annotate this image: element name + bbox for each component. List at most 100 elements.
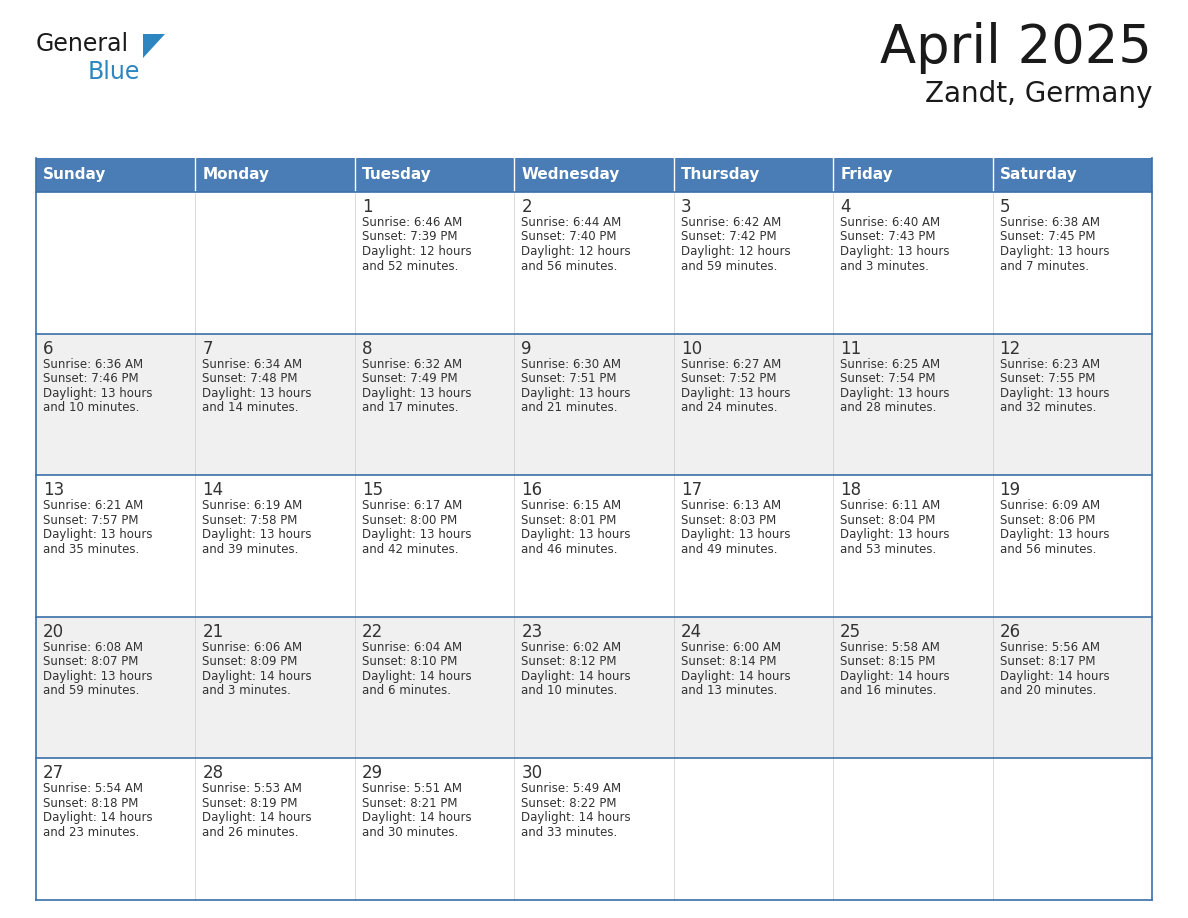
Text: Sunset: 7:57 PM: Sunset: 7:57 PM [43, 514, 139, 527]
Text: Sunrise: 5:54 AM: Sunrise: 5:54 AM [43, 782, 143, 795]
Text: Sunrise: 6:25 AM: Sunrise: 6:25 AM [840, 358, 940, 371]
Text: Thursday: Thursday [681, 167, 760, 183]
Text: Daylight: 13 hours: Daylight: 13 hours [522, 528, 631, 542]
Text: 18: 18 [840, 481, 861, 499]
Text: Sunrise: 5:56 AM: Sunrise: 5:56 AM [999, 641, 1100, 654]
Text: Sunrise: 6:02 AM: Sunrise: 6:02 AM [522, 641, 621, 654]
Text: Sunset: 8:17 PM: Sunset: 8:17 PM [999, 655, 1095, 668]
Text: and 53 minutes.: and 53 minutes. [840, 543, 936, 555]
Text: and 52 minutes.: and 52 minutes. [362, 260, 459, 273]
Text: and 3 minutes.: and 3 minutes. [840, 260, 929, 273]
Text: Friday: Friday [840, 167, 892, 183]
Text: 22: 22 [362, 622, 383, 641]
Text: Daylight: 13 hours: Daylight: 13 hours [681, 386, 790, 399]
Text: and 59 minutes.: and 59 minutes. [43, 684, 139, 698]
Text: Sunset: 7:40 PM: Sunset: 7:40 PM [522, 230, 617, 243]
Text: 4: 4 [840, 198, 851, 216]
Text: and 59 minutes.: and 59 minutes. [681, 260, 777, 273]
Text: Sunrise: 6:17 AM: Sunrise: 6:17 AM [362, 499, 462, 512]
Text: Sunrise: 5:51 AM: Sunrise: 5:51 AM [362, 782, 462, 795]
Bar [36, 192, 1152, 333]
Text: Tuesday: Tuesday [362, 167, 431, 183]
Text: Daylight: 13 hours: Daylight: 13 hours [43, 528, 152, 542]
Text: 27: 27 [43, 765, 64, 782]
Text: Sunrise: 6:00 AM: Sunrise: 6:00 AM [681, 641, 781, 654]
Text: Zandt, Germany: Zandt, Germany [924, 80, 1152, 108]
Text: Sunrise: 6:38 AM: Sunrise: 6:38 AM [999, 216, 1100, 229]
Text: and 21 minutes.: and 21 minutes. [522, 401, 618, 414]
Text: Sunrise: 6:27 AM: Sunrise: 6:27 AM [681, 358, 781, 371]
Text: Sunrise: 6:04 AM: Sunrise: 6:04 AM [362, 641, 462, 654]
Text: Daylight: 13 hours: Daylight: 13 hours [522, 386, 631, 399]
Text: Daylight: 13 hours: Daylight: 13 hours [999, 386, 1110, 399]
Text: and 30 minutes.: and 30 minutes. [362, 826, 459, 839]
Text: Sunset: 7:46 PM: Sunset: 7:46 PM [43, 372, 139, 385]
Text: 28: 28 [202, 765, 223, 782]
Text: and 28 minutes.: and 28 minutes. [840, 401, 936, 414]
Text: Daylight: 14 hours: Daylight: 14 hours [362, 670, 472, 683]
Text: Sunrise: 6:19 AM: Sunrise: 6:19 AM [202, 499, 303, 512]
Text: Sunrise: 6:23 AM: Sunrise: 6:23 AM [999, 358, 1100, 371]
Text: and 42 minutes.: and 42 minutes. [362, 543, 459, 555]
Text: 11: 11 [840, 340, 861, 358]
Text: Sunset: 8:07 PM: Sunset: 8:07 PM [43, 655, 138, 668]
Text: and 17 minutes.: and 17 minutes. [362, 401, 459, 414]
Text: 10: 10 [681, 340, 702, 358]
Text: Sunset: 8:09 PM: Sunset: 8:09 PM [202, 655, 298, 668]
Text: Daylight: 14 hours: Daylight: 14 hours [522, 812, 631, 824]
Text: Sunset: 7:52 PM: Sunset: 7:52 PM [681, 372, 776, 385]
Text: Sunrise: 6:32 AM: Sunrise: 6:32 AM [362, 358, 462, 371]
Text: Daylight: 14 hours: Daylight: 14 hours [202, 670, 312, 683]
Bar [674, 158, 833, 192]
Text: Daylight: 13 hours: Daylight: 13 hours [362, 386, 472, 399]
Text: Daylight: 13 hours: Daylight: 13 hours [362, 528, 472, 542]
Text: Daylight: 13 hours: Daylight: 13 hours [202, 386, 312, 399]
Text: Sunset: 7:51 PM: Sunset: 7:51 PM [522, 372, 617, 385]
Text: Daylight: 14 hours: Daylight: 14 hours [999, 670, 1110, 683]
Text: Daylight: 14 hours: Daylight: 14 hours [43, 812, 152, 824]
Text: Daylight: 12 hours: Daylight: 12 hours [681, 245, 790, 258]
Text: Sunrise: 6:15 AM: Sunrise: 6:15 AM [522, 499, 621, 512]
Text: Sunrise: 5:58 AM: Sunrise: 5:58 AM [840, 641, 940, 654]
Text: 7: 7 [202, 340, 213, 358]
Bar [36, 617, 1152, 758]
Text: Sunrise: 6:42 AM: Sunrise: 6:42 AM [681, 216, 781, 229]
Text: and 3 minutes.: and 3 minutes. [202, 684, 291, 698]
Text: 5: 5 [999, 198, 1010, 216]
Text: Daylight: 14 hours: Daylight: 14 hours [681, 670, 790, 683]
Text: and 16 minutes.: and 16 minutes. [840, 684, 936, 698]
Text: Daylight: 14 hours: Daylight: 14 hours [202, 812, 312, 824]
Text: 30: 30 [522, 765, 543, 782]
Text: Daylight: 13 hours: Daylight: 13 hours [840, 528, 949, 542]
Bar [355, 158, 514, 192]
Text: 29: 29 [362, 765, 383, 782]
Bar [514, 158, 674, 192]
Text: Sunset: 8:19 PM: Sunset: 8:19 PM [202, 797, 298, 810]
Bar [833, 158, 992, 192]
Text: Sunset: 7:42 PM: Sunset: 7:42 PM [681, 230, 776, 243]
Text: 3: 3 [681, 198, 691, 216]
Text: Sunrise: 6:11 AM: Sunrise: 6:11 AM [840, 499, 941, 512]
Text: Sunrise: 5:49 AM: Sunrise: 5:49 AM [522, 782, 621, 795]
Text: Sunset: 8:10 PM: Sunset: 8:10 PM [362, 655, 457, 668]
Text: Daylight: 13 hours: Daylight: 13 hours [43, 386, 152, 399]
Text: 15: 15 [362, 481, 383, 499]
Text: Daylight: 14 hours: Daylight: 14 hours [522, 670, 631, 683]
Text: and 49 minutes.: and 49 minutes. [681, 543, 777, 555]
Text: 9: 9 [522, 340, 532, 358]
Text: and 24 minutes.: and 24 minutes. [681, 401, 777, 414]
Text: and 6 minutes.: and 6 minutes. [362, 684, 451, 698]
Text: Sunrise: 6:08 AM: Sunrise: 6:08 AM [43, 641, 143, 654]
Text: and 35 minutes.: and 35 minutes. [43, 543, 139, 555]
Text: and 14 minutes.: and 14 minutes. [202, 401, 299, 414]
Text: Sunrise: 6:30 AM: Sunrise: 6:30 AM [522, 358, 621, 371]
Text: Monday: Monday [202, 167, 270, 183]
Text: Sunset: 7:49 PM: Sunset: 7:49 PM [362, 372, 457, 385]
Text: 13: 13 [43, 481, 64, 499]
Text: Sunrise: 5:53 AM: Sunrise: 5:53 AM [202, 782, 302, 795]
Text: and 56 minutes.: and 56 minutes. [522, 260, 618, 273]
Text: 24: 24 [681, 622, 702, 641]
Text: Daylight: 13 hours: Daylight: 13 hours [840, 386, 949, 399]
Text: 6: 6 [43, 340, 53, 358]
Text: Sunset: 8:22 PM: Sunset: 8:22 PM [522, 797, 617, 810]
